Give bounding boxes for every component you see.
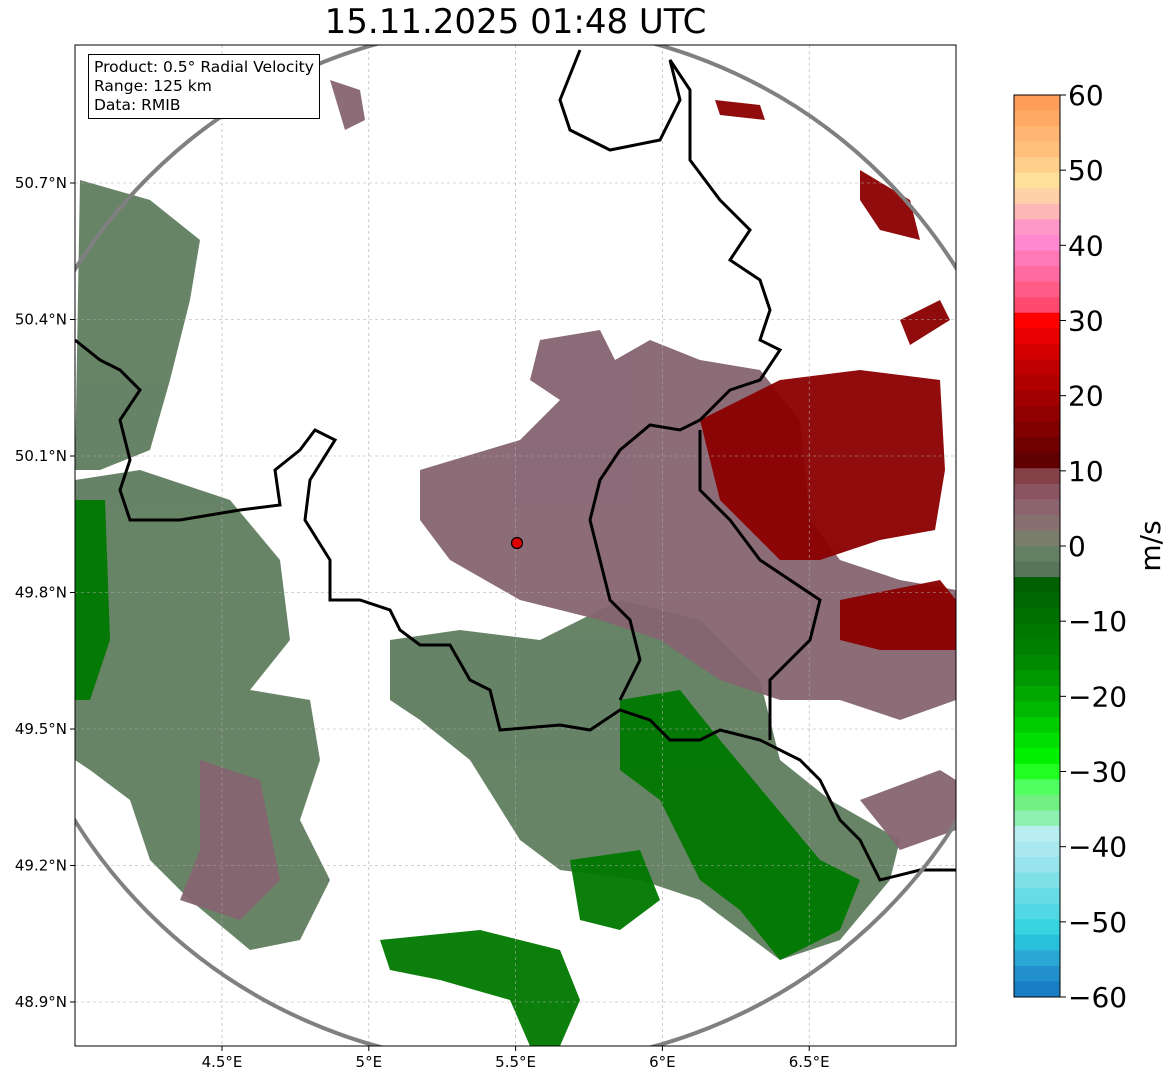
- colorbar-segment: [1014, 328, 1060, 345]
- colorbar-segment: [1014, 794, 1060, 811]
- colorbar-segment: [1014, 577, 1060, 594]
- colorbar-tick-label: 40: [1068, 229, 1104, 262]
- lat-tick-label: 50.1°N: [15, 447, 67, 465]
- colorbar-tick-label: −30: [1068, 756, 1127, 789]
- colorbar-segment: [1014, 483, 1060, 500]
- radar-station-marker: [510, 536, 524, 550]
- colorbar-tick-label: −60: [1068, 981, 1127, 1014]
- colorbar-segment: [1014, 608, 1060, 625]
- colorbar-segment: [1014, 343, 1060, 360]
- colorbar-segment: [1014, 561, 1060, 578]
- colorbar-segment: [1014, 546, 1060, 563]
- colorbar-segment: [1014, 841, 1060, 858]
- info-range: Range: 125 km: [94, 77, 212, 95]
- colorbar-segment: [1014, 919, 1060, 936]
- colorbar-segment: [1014, 965, 1060, 982]
- map-title: 15.11.2025 01:48 UTC: [324, 2, 707, 42]
- colorbar-segment: [1014, 281, 1060, 298]
- colorbar-segment: [1014, 950, 1060, 967]
- colorbar-tick-label: 30: [1068, 305, 1104, 338]
- colorbar-segment: [1014, 406, 1060, 423]
- lon-tick-label: 4.5°E: [202, 1053, 243, 1071]
- colorbar-segment: [1014, 810, 1060, 827]
- lon-tick-label: 5°E: [356, 1053, 383, 1071]
- country-borders: [75, 49, 956, 882]
- colorbar-segment: [1014, 685, 1060, 703]
- colorbar-segment: [1014, 312, 1060, 329]
- radar-echoes: [75, 45, 956, 1046]
- lon-tick-label: 6°E: [649, 1053, 676, 1071]
- colorbar-label: m/s: [1134, 520, 1167, 571]
- lon-tick-label: 5.5°E: [495, 1053, 536, 1071]
- colorbar-segment: [1014, 639, 1060, 656]
- colorbar-segment: [1014, 126, 1060, 143]
- colorbar-segment: [1014, 297, 1060, 314]
- colorbar-tick-label: −10: [1068, 605, 1127, 638]
- colorbar-segment: [1014, 266, 1060, 283]
- colorbar-segment: [1014, 701, 1060, 718]
- colorbar-tick-label: −40: [1068, 831, 1127, 864]
- colorbar-segment: [1014, 157, 1060, 174]
- colorbar-segment: [1014, 359, 1060, 376]
- colorbar-segment: [1014, 468, 1060, 485]
- colorbar-segment: [1014, 188, 1060, 205]
- colorbar-segment: [1014, 421, 1060, 438]
- colorbar-segment: [1014, 514, 1060, 531]
- colorbar-segment: [1014, 654, 1060, 671]
- colorbar-segment: [1014, 110, 1060, 127]
- colorbar-segment: [1014, 732, 1060, 749]
- colorbar-segment: [1014, 141, 1060, 158]
- colorbar-segment: [1014, 437, 1060, 454]
- colorbar-segment: [1014, 95, 1060, 112]
- colorbar-segment: [1014, 748, 1060, 765]
- colorbar-tick-label: 60: [1068, 79, 1104, 112]
- colorbar: 60 50 40 30 20 10 0 −10 −20 −30 −40 −50 −60 m/s: [1013, 79, 1167, 1014]
- colorbar-segment: [1014, 499, 1060, 516]
- colorbar-tick-label: 50: [1068, 154, 1104, 187]
- info-box: Product: 0.5° Radial Velocity Range: 125…: [88, 54, 320, 119]
- colorbar-segment: [1014, 825, 1060, 842]
- colorbar-tick-label: 20: [1068, 380, 1104, 413]
- lon-tick-label: 6.5°E: [789, 1053, 830, 1071]
- colorbar-segment: [1014, 219, 1060, 236]
- info-product: Product: 0.5° Radial Velocity: [94, 58, 314, 76]
- colorbar-tick-label: 10: [1068, 455, 1104, 488]
- colorbar-segment: [1014, 203, 1060, 220]
- colorbar-segment: [1014, 670, 1060, 687]
- colorbar-segment: [1014, 981, 1060, 998]
- colorbar-segment: [1014, 592, 1060, 609]
- colorbar-segment: [1014, 717, 1060, 734]
- colorbar-segment: [1014, 763, 1060, 780]
- colorbar-tick-label: −20: [1068, 680, 1127, 713]
- colorbar-segment: [1014, 934, 1060, 951]
- colorbar-segment: [1014, 872, 1060, 889]
- colorbar-segment: [1014, 250, 1060, 267]
- colorbar-tick-label: 0: [1068, 530, 1086, 563]
- colorbar-segment: [1014, 623, 1060, 640]
- info-data-source: Data: RMIB: [94, 96, 181, 114]
- colorbar-segment: [1014, 530, 1060, 547]
- colorbar-segment: [1014, 172, 1060, 189]
- colorbar-segment: [1014, 374, 1060, 391]
- lat-tick-label: 48.9°N: [15, 993, 67, 1011]
- colorbar-segment: [1014, 234, 1060, 252]
- colorbar-segment: [1014, 390, 1060, 407]
- colorbar-segment: [1014, 779, 1060, 796]
- lat-tick-label: 50.4°N: [15, 311, 67, 329]
- colorbar-segment: [1014, 857, 1060, 874]
- lat-tick-label: 49.5°N: [15, 720, 67, 738]
- colorbar-tick-label: −50: [1068, 906, 1127, 939]
- colorbar-segment: [1014, 903, 1060, 920]
- lat-tick-label: 49.2°N: [15, 857, 67, 875]
- lat-tick-label: 49.8°N: [15, 584, 67, 602]
- colorbar-segment: [1014, 452, 1060, 469]
- colorbar-segment: [1014, 888, 1060, 905]
- lat-tick-label: 50.7°N: [15, 174, 67, 192]
